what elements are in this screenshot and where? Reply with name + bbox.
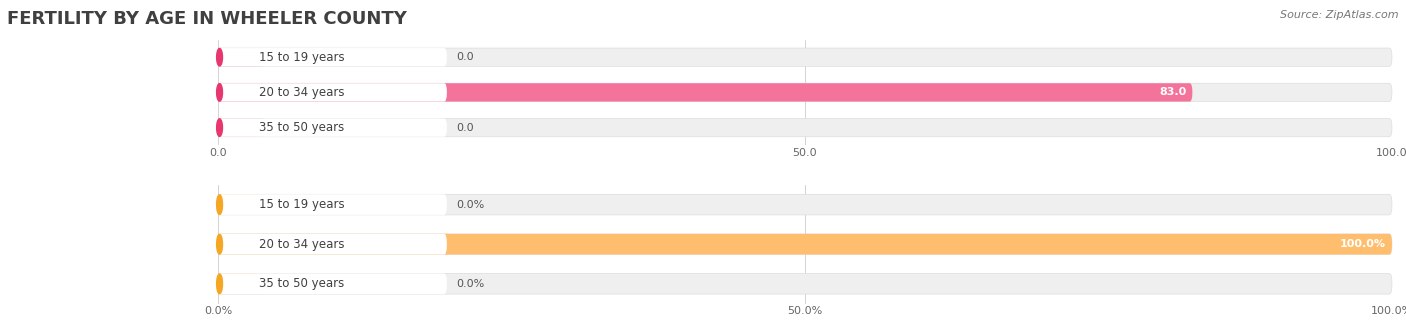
FancyBboxPatch shape: [218, 194, 447, 215]
Text: 0.0: 0.0: [457, 52, 474, 62]
Circle shape: [217, 234, 222, 254]
Circle shape: [217, 119, 222, 136]
FancyBboxPatch shape: [218, 234, 1392, 254]
Text: 20 to 34 years: 20 to 34 years: [259, 238, 344, 251]
Text: 15 to 19 years: 15 to 19 years: [259, 51, 344, 64]
FancyBboxPatch shape: [218, 274, 447, 294]
Text: Source: ZipAtlas.com: Source: ZipAtlas.com: [1281, 10, 1399, 20]
Circle shape: [217, 274, 222, 294]
Text: 0.0%: 0.0%: [457, 279, 485, 289]
FancyBboxPatch shape: [218, 48, 447, 66]
Circle shape: [217, 195, 222, 214]
Text: 100.0%: 100.0%: [1340, 239, 1386, 249]
FancyBboxPatch shape: [218, 83, 1192, 102]
FancyBboxPatch shape: [218, 274, 1392, 294]
FancyBboxPatch shape: [218, 48, 264, 66]
Text: 0.0%: 0.0%: [457, 200, 485, 210]
Circle shape: [217, 83, 222, 101]
Text: 20 to 34 years: 20 to 34 years: [259, 86, 344, 99]
FancyBboxPatch shape: [218, 194, 1392, 215]
FancyBboxPatch shape: [218, 234, 1392, 254]
FancyBboxPatch shape: [218, 118, 264, 137]
Text: 83.0: 83.0: [1159, 87, 1187, 97]
Circle shape: [217, 49, 222, 66]
Text: 15 to 19 years: 15 to 19 years: [259, 198, 344, 211]
FancyBboxPatch shape: [218, 194, 264, 215]
FancyBboxPatch shape: [218, 48, 1392, 66]
Text: 0.0: 0.0: [457, 123, 474, 133]
FancyBboxPatch shape: [218, 274, 264, 294]
Text: FERTILITY BY AGE IN WHEELER COUNTY: FERTILITY BY AGE IN WHEELER COUNTY: [7, 10, 406, 28]
FancyBboxPatch shape: [218, 234, 447, 254]
FancyBboxPatch shape: [218, 118, 1392, 137]
FancyBboxPatch shape: [218, 83, 447, 102]
Text: 35 to 50 years: 35 to 50 years: [259, 277, 344, 290]
FancyBboxPatch shape: [218, 83, 1392, 102]
FancyBboxPatch shape: [218, 118, 447, 137]
Text: 35 to 50 years: 35 to 50 years: [259, 121, 344, 134]
